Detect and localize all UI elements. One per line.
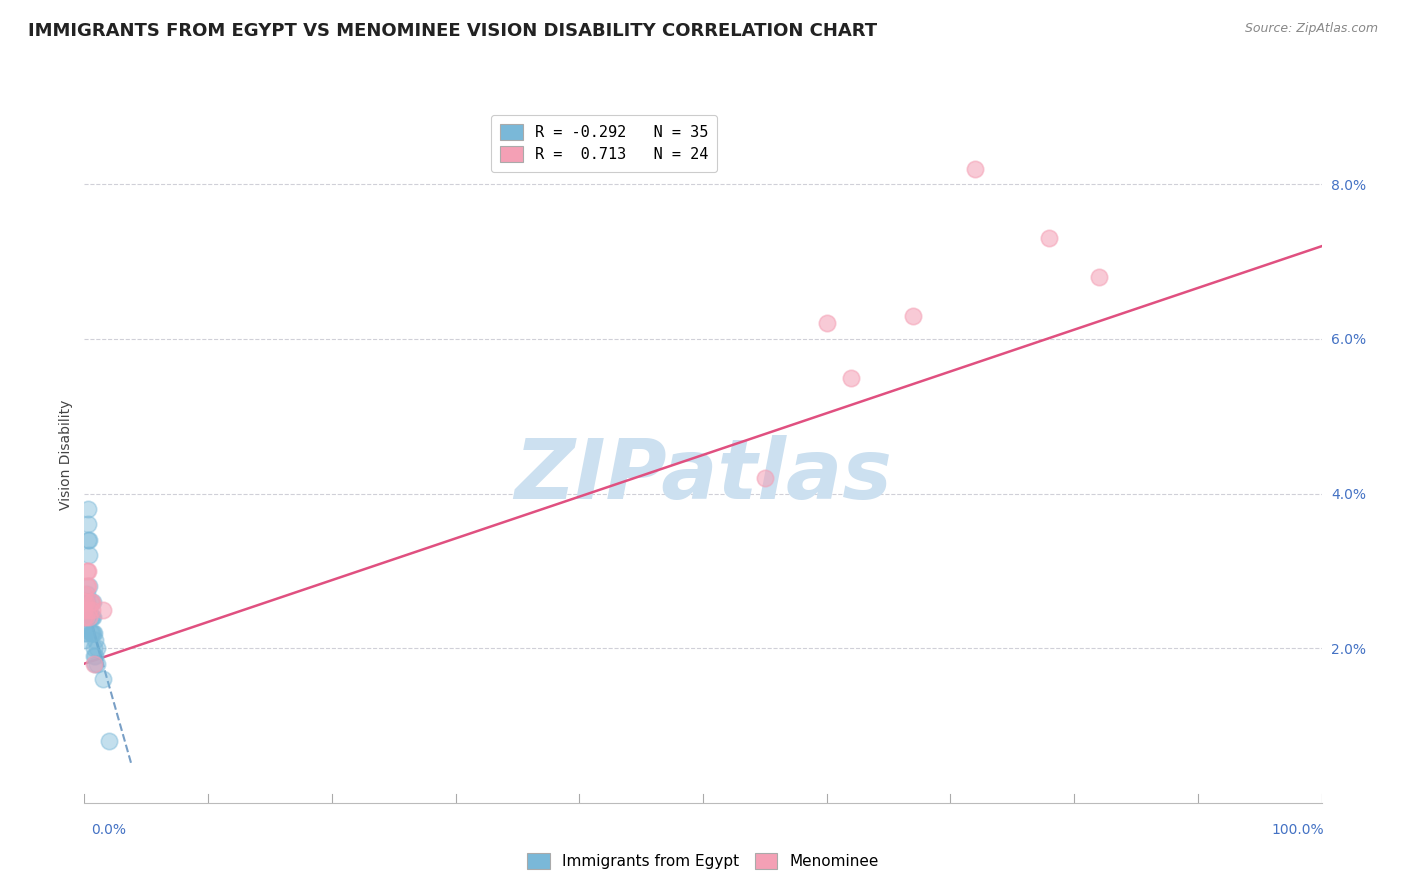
Point [80,610,103,624]
Point [73,587,96,601]
Point [91,672,114,686]
Point [79,602,101,616]
Point [75,610,97,624]
Point [75,625,97,640]
Point [80,602,103,616]
Point [75,595,97,609]
Point [841,370,863,384]
Point [86,657,108,671]
Point [1088,270,1111,285]
Point [73,625,96,640]
Point [79,533,101,547]
Point [79,610,101,624]
Point [73,610,96,624]
Point [82,595,104,609]
Point [83,641,105,656]
Point [82,610,104,624]
Point [815,317,838,331]
Point [75,618,97,632]
Point [754,471,776,485]
Point [79,579,101,593]
Point [75,595,97,609]
Point [77,564,100,578]
Point [77,579,100,593]
Point [83,625,105,640]
Point [903,309,925,323]
Text: 0.0%: 0.0% [91,823,127,837]
Point [1038,231,1060,245]
Point [77,502,100,516]
Text: ZIPatlas: ZIPatlas [515,435,891,516]
Point [73,602,96,616]
Text: IMMIGRANTS FROM EGYPT VS MENOMINEE VISION DISABILITY CORRELATION CHART: IMMIGRANTS FROM EGYPT VS MENOMINEE VISIO… [28,22,877,40]
Text: 100.0%: 100.0% [1272,823,1324,837]
Point [76,595,98,609]
Point [83,648,105,663]
Point [80,625,103,640]
Point [79,595,101,609]
Point [80,595,103,609]
Point [73,595,96,609]
Point [76,610,98,624]
Point [84,633,107,648]
Point [79,549,101,563]
Point [75,602,97,616]
Legend: Immigrants from Egypt, Menominee: Immigrants from Egypt, Menominee [520,847,886,875]
Point [77,533,100,547]
Point [76,579,98,593]
Point [79,595,101,609]
Point [84,657,107,671]
Point [73,633,96,648]
Point [83,657,105,671]
Point [77,517,100,532]
Point [79,610,101,624]
Point [91,602,114,616]
Text: Source: ZipAtlas.com: Source: ZipAtlas.com [1244,22,1378,36]
Point [86,641,108,656]
Point [73,610,96,624]
Point [76,587,98,601]
Point [82,625,104,640]
Point [965,161,987,176]
Y-axis label: Vision Disability: Vision Disability [59,400,73,510]
Point [76,564,98,578]
Point [98,734,121,748]
Point [84,648,107,663]
Point [79,625,101,640]
Legend: R = -0.292   N = 35, R =  0.713   N = 24: R = -0.292 N = 35, R = 0.713 N = 24 [491,115,717,171]
Point [73,602,96,616]
